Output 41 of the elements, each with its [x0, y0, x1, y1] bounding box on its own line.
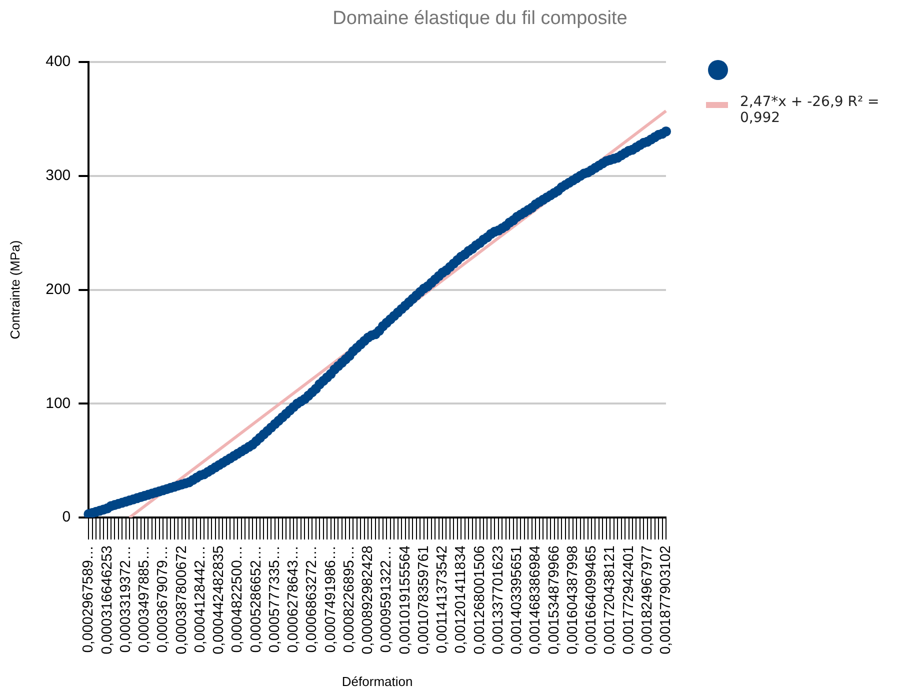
x-tick-label: 0,000892982428 — [360, 546, 376, 654]
x-axis-title: Déformation — [342, 674, 413, 689]
y-tick-label: 200 — [46, 280, 71, 298]
x-tick-label: 0,001534879966 — [546, 546, 562, 654]
x-tick-label: 0,0005777335… — [266, 546, 283, 653]
x-tick-label: 0,001403395651 — [509, 546, 525, 654]
x-tick-label: 0,001019155564 — [397, 546, 414, 654]
x-tick-label: 0,001468386984 — [528, 546, 544, 654]
x-tick-label: 0,001824967977 — [639, 546, 656, 654]
x-tick-label: 0,001877903102 — [658, 546, 674, 654]
x-tick-label: 0,000387800672 — [174, 546, 190, 654]
x-tick-label: 0,0008226895… — [341, 546, 358, 653]
chart-title: Domaine élastique du fil composite — [332, 8, 628, 30]
x-tick-label: 0,0004128442… — [192, 546, 208, 653]
x-tick-label: 0,001078359761 — [416, 546, 432, 654]
x-tick-label: 0,001268001506 — [472, 546, 488, 654]
legend-label: 2,47*x + -26,9 R² = 0,992 — [740, 94, 880, 126]
x-tick-label: 0,001141373542 — [434, 546, 450, 654]
x-tick-label: 0,0003679079… — [155, 546, 172, 653]
y-axis-title: Contrainte (MPa) — [7, 240, 22, 340]
x-tick-label: 0,001201411834 — [453, 546, 470, 654]
x-tick-label: 0,0003319372… — [118, 546, 134, 653]
y-tick-label: 300 — [46, 167, 71, 184]
x-tick-label: 0,001720438121 — [602, 546, 618, 654]
x-tick-label: 0,0006278643… — [286, 546, 302, 653]
y-tick-label: 100 — [46, 394, 71, 412]
x-tick-label: 0,000442482835 — [211, 546, 227, 654]
y-tick-label: 400 — [46, 53, 71, 70]
x-tick-label: 0,0006863272… — [304, 546, 320, 653]
x-tick-label: 0,001337701623 — [490, 546, 506, 654]
x-tick-label: 0,0002967589… — [80, 546, 97, 653]
y-tick-label: 0 — [62, 508, 71, 526]
x-tick-label: 0,0009591322… — [378, 546, 395, 653]
x-tick-label: 0,0005286652… — [248, 546, 264, 653]
x-tick-label: 0,0007491986… — [322, 546, 339, 653]
x-tick-label: 0,0003497885… — [136, 546, 152, 653]
x-tick-label: 0,000316646253 — [99, 546, 116, 654]
x-tick-label: 0,001604387998 — [564, 546, 581, 654]
x-tick-label: 0,001772942401 — [620, 546, 637, 654]
x-tick-label: 0,0004822500… — [230, 546, 246, 653]
x-tick-label: 0,001664099465 — [584, 546, 600, 654]
